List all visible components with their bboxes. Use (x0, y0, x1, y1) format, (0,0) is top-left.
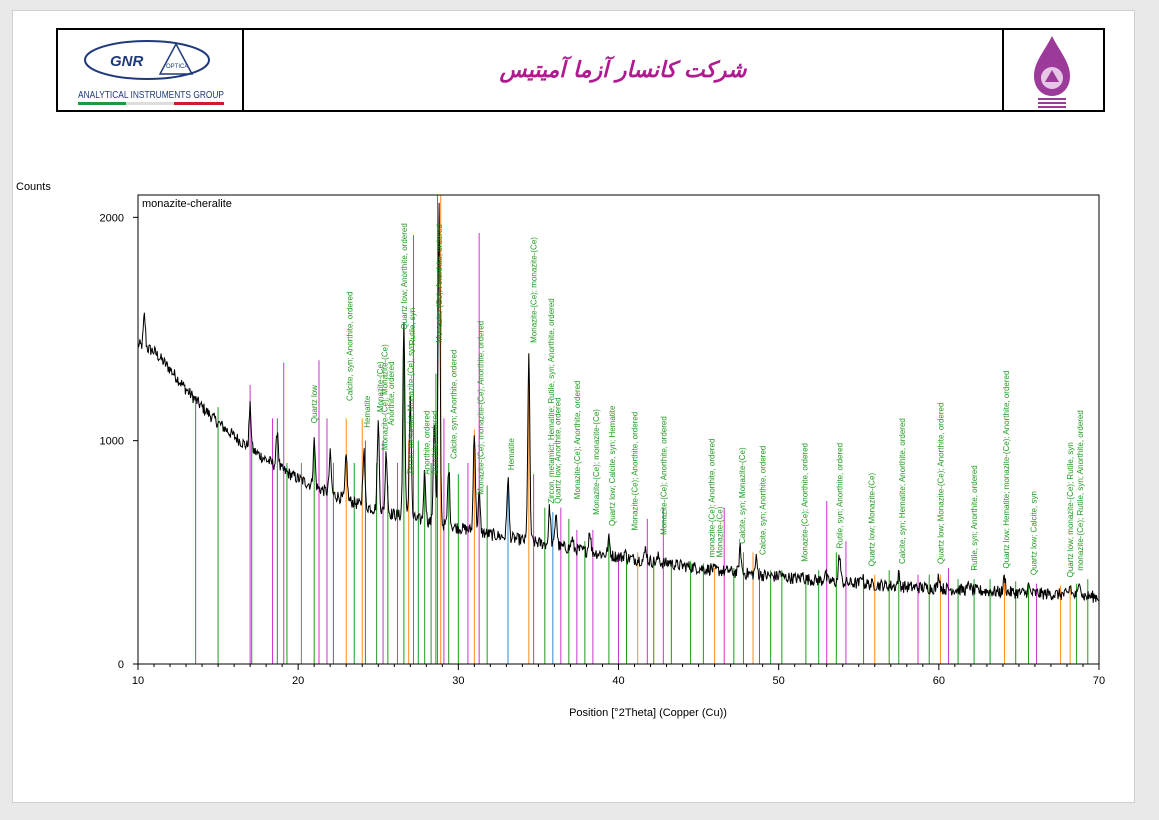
gnr-logo-icon: GNR OPTICA ANALYTICAL INSTRUMENTS GROUP (78, 40, 224, 105)
peak-label: Monazite-(Ce) (376, 361, 385, 412)
logo-sub: OPTICA (166, 64, 188, 70)
peak-label: Quartz low; monazite-(Ce); Rutile, syn (1066, 442, 1075, 577)
x-tick-label: 40 (612, 675, 624, 687)
y-tick-label: 2000 (100, 212, 124, 224)
peak-label: Monazite-(Ce); monazite-(Ce) (530, 237, 539, 343)
peak-label: Calcite, syn; Hematite; Anorthite, order… (898, 418, 907, 564)
company-name-cell: شرکت کانسار آزما آمیتیس (244, 30, 1002, 110)
drop-logo-icon (1034, 36, 1070, 108)
peak-label: Monazite-(Ce); Anorthite, ordered (659, 416, 668, 535)
peak-label: Quartz low; Calcite, syn (1029, 491, 1038, 575)
peak-label: Quartz low (310, 385, 319, 423)
peak-label: Hematite (363, 395, 372, 428)
peak-label: Quartz low; Hematite; monazite-(Ce); Ano… (1002, 371, 1011, 569)
peak-label: Quartz low; Anorthite, ordered (400, 223, 409, 329)
peak-label: Monazite-(Ce); Anorthite, ordered (435, 224, 444, 343)
x-tick-label: 60 (933, 675, 945, 687)
peak-label: Anorthite, ordered (430, 411, 439, 475)
gnr-logo: GNR OPTICA ANALYTICAL INSTRUMENTS GROUP (58, 30, 244, 110)
peak-label: Rutile, syn; Anorthite, ordered (836, 443, 845, 548)
chart-title: monazite-cheralite (142, 198, 232, 210)
y-axis-label: Counts (16, 181, 51, 193)
peak-label: Monazite-(Ce); monazite-(Ce) (592, 409, 601, 515)
diffraction-trace (137, 202, 1100, 603)
peak-label: Monazite-(Ce); Anorthite, ordered (573, 380, 582, 499)
peak-label: Rutile, syn; Anorthite, ordered (970, 465, 979, 570)
peak-label: Monazite-(Ce); monazite-(Ce); Anorthite,… (477, 321, 486, 495)
x-tick-label: 30 (452, 675, 464, 687)
peak-label: Calcite, syn; Anorthite, ordered (450, 350, 459, 459)
axes: 10 20 30 40 50 60 70 0 1000 2000 (100, 212, 1106, 687)
company-logo (1002, 30, 1103, 110)
peak-label: Quartz low; Monazite-(Ce); Anorthite, or… (936, 403, 945, 564)
peak-label: Hematite (507, 438, 516, 471)
x-tick-label: 50 (773, 675, 785, 687)
x-axis-label: Position [°2Theta] (Copper (Cu)) (569, 707, 727, 719)
x-tick-label: 20 (292, 675, 304, 687)
y-tick-label: 0 (118, 659, 124, 671)
peak-label: Rutile, syn (408, 308, 417, 345)
diffraction-trace-line (137, 202, 1100, 603)
x-tick-label: 70 (1093, 675, 1105, 687)
peak-label: Zircon, metamict; Hematite; Rutile, syn;… (547, 298, 556, 503)
peak-label: Calcite, syn; Anorthite, ordered (345, 292, 354, 401)
peak-label: Zircon, metamict; Monazite-(Ce), syn (406, 343, 415, 474)
peak-label: Quartz low; Monazite-(Ce) (868, 473, 877, 567)
logo-group: ANALYTICAL INSTRUMENTS GROUP (78, 90, 224, 101)
report-header: GNR OPTICA ANALYTICAL INSTRUMENTS GROUP … (56, 28, 1105, 112)
peak-label: Monazite-(Ce); Anorthite, ordered (631, 412, 640, 531)
peak-label: Quartz low; Calcite, syn; Hematite (608, 405, 617, 526)
peak-label: Calcite, syn; Anorthite, ordered (759, 446, 768, 555)
peak-labels: Quartz low Calcite, syn; Anorthite, order… (310, 223, 1085, 577)
peak-label: Anorthite, ordered (422, 411, 431, 475)
y-tick-label: 1000 (100, 436, 124, 448)
logo-brand: GNR (110, 53, 144, 70)
peak-label: Monazite-(Ce); Anorthite, ordered (800, 443, 809, 562)
peak-label: monazite-(Ce); Rutile, syn; Anorthite, o… (1076, 410, 1085, 571)
x-tick-label: 10 (132, 675, 144, 687)
peak-label: monazite-(Ce); Anorthite, ordered (707, 439, 716, 558)
peak-label: Calcite, syn; Monazite-(Ce) (738, 447, 747, 544)
peak-label: Anorthite, ordered (387, 361, 396, 425)
company-name: شرکت کانسار آزما آمیتیس (499, 57, 747, 83)
peak-label: Quartz low; Anorthite, ordered (554, 397, 563, 503)
peak-label: Monazite-(Ce) (715, 506, 724, 557)
peak-label: Monazite-(Ce); Monazite-(Ce) (381, 344, 390, 450)
